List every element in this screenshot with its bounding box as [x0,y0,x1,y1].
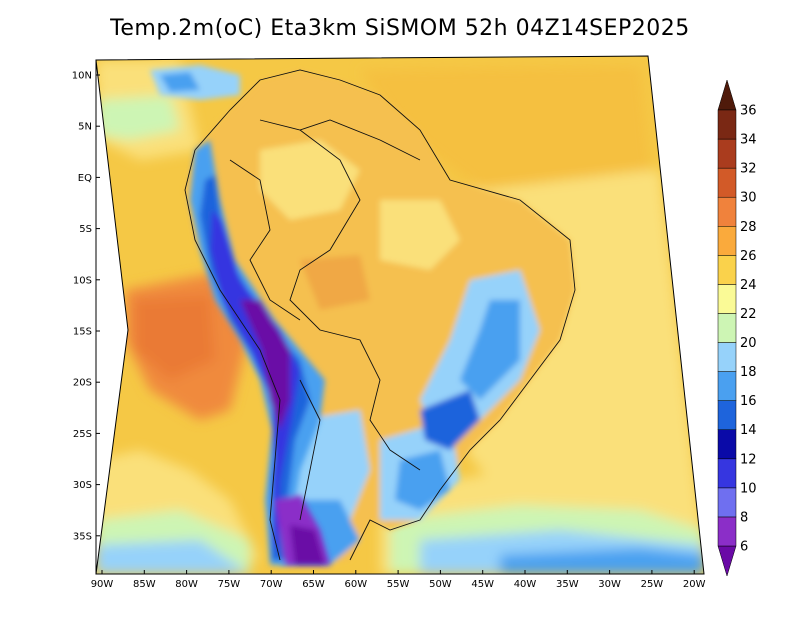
lon-tick-label: 60W [344,579,367,590]
lon-tick-label: 20W [683,579,706,590]
colorbar-label: 34 [740,133,757,148]
lon-tick-label: 90W [91,579,114,590]
colorbar-segment [717,313,737,343]
colorbar-label: 24 [740,278,757,293]
lon-tick-label: 40W [514,579,537,590]
colorbar-label: 6 [740,540,748,555]
colorbar-label: 30 [740,191,757,206]
colorbar-label: 28 [740,220,757,235]
colorbar-label: 8 [740,510,748,525]
temperature-field [96,56,704,574]
border-andes [229,159,301,321]
lat-tick-label: EQ [78,173,92,184]
colorbar-segment [717,458,737,489]
lat-tick-label: 25S [73,429,92,440]
colorbar-high-arrow [717,79,737,111]
colorbar-label: 22 [740,307,757,322]
colorbar-label: 20 [740,336,757,351]
lat-tick-label: 20S [73,378,92,389]
colorbar-segment [717,342,737,372]
lon-tick-label: 80W [175,579,198,590]
lon-tick-label: 55W [387,579,410,590]
lat-tick-label: 35S [73,531,92,542]
lon-tick-label: 85W [133,579,156,590]
border-south [299,379,321,521]
colorbar-label: 36 [740,104,757,119]
colorbar-segment [717,196,737,227]
lat-tick-label: 15S [73,327,92,338]
border-north [259,119,421,161]
lat-tick-label: 10N [72,71,92,82]
lon-tick-label: 25W [641,579,664,590]
colorbar-label: 14 [740,423,757,438]
colorbar-segment [717,284,737,314]
map-frame [95,55,705,575]
lat-tick-label: 10S [73,275,92,286]
latitude-axis: 10N 5N EQ 5S 10S 15S 20S 25S 30S 35S [72,71,100,542]
colorbar-segment [717,371,737,401]
colorbar-label: 16 [740,394,757,409]
colorbar-segment [717,516,737,547]
colorbar: 6 8 10 12 14 16 18 20 22 24 26 28 30 32 34 36 [717,79,757,577]
colorbar-label: 26 [740,249,757,264]
border-brazil-west [289,129,421,471]
lon-tick-label: 30W [598,579,621,590]
lon-tick-label: 45W [471,579,494,590]
colorbar-label: 18 [740,365,757,380]
continent-outline [194,69,576,561]
lon-tick-label: 50W [429,579,452,590]
west-coast [184,149,281,561]
lat-tick-label: 5N [78,122,92,133]
lon-tick-label: 70W [260,579,283,590]
colorbar-segment [717,138,737,169]
colorbar-label: 32 [740,162,757,177]
colorbar-label: 12 [740,452,757,467]
map-title: Temp.2m(oC) Eta3km SiSMOM 52h 04Z14SEP20… [110,16,690,41]
colorbar-segment [717,226,737,256]
colorbar-segment [717,487,737,518]
colorbar-segment [717,255,737,285]
colorbar-segment [717,429,737,460]
colorbar-segment [717,167,737,198]
colorbar-label: 10 [740,481,757,496]
longitude-axis: 90W 85W 80W 75W 70W 65W 60W 55W 50W 45W 40W 35W 30W 2… [91,570,706,590]
lon-tick-label: 35W [556,579,579,590]
country-borders [184,69,576,561]
lat-tick-label: 30S [73,480,92,491]
lon-tick-label: 75W [218,579,241,590]
colorbar-segment [717,400,737,430]
lat-tick-label: 5S [79,224,92,235]
colorbar-low-arrow [717,545,737,577]
lon-tick-label: 65W [302,579,325,590]
colorbar-segment [717,109,737,140]
